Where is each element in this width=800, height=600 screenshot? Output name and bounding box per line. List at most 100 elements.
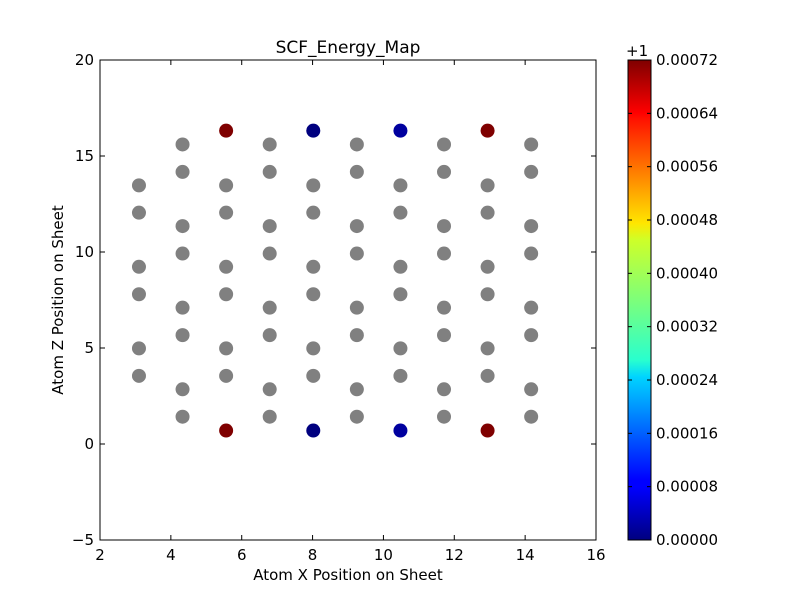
atom-point xyxy=(480,259,495,274)
atom-point xyxy=(175,300,190,315)
atom-point xyxy=(131,178,146,193)
atom-point xyxy=(524,246,539,261)
plot-frame xyxy=(99,59,597,541)
x-tick-label: 12 xyxy=(445,546,464,564)
colorbar-tick-label: 0.00000 xyxy=(656,531,718,549)
atom-point xyxy=(306,178,321,193)
atom-point xyxy=(131,341,146,356)
atom-point-colored xyxy=(393,423,408,438)
atom-point xyxy=(219,259,234,274)
atom-point xyxy=(349,137,364,152)
atom-point xyxy=(349,328,364,343)
x-tick-label: 2 xyxy=(95,546,105,564)
x-tick-label: 4 xyxy=(166,546,176,564)
atom-point xyxy=(131,287,146,302)
atom-point xyxy=(306,341,321,356)
atom-point xyxy=(393,341,408,356)
x-axis-label: Atom X Position on Sheet xyxy=(253,566,443,584)
atom-point xyxy=(524,164,539,179)
atom-point xyxy=(393,287,408,302)
atom-point-colored xyxy=(393,123,408,138)
atom-point xyxy=(219,287,234,302)
atom-point xyxy=(524,382,539,397)
atom-point xyxy=(437,409,452,424)
colorbar-tick-label: 0.00056 xyxy=(656,158,718,176)
colorbar-gradient xyxy=(627,59,652,541)
atom-point xyxy=(219,368,234,383)
y-tick-label: 15 xyxy=(75,147,94,165)
x-axis-ticks: 2 4 6 8 10 12 14 16 xyxy=(95,60,606,564)
atom-point xyxy=(175,246,190,261)
chart-title: SCF_Energy_Map xyxy=(276,38,421,58)
atom-point xyxy=(175,382,190,397)
atom-point xyxy=(349,382,364,397)
atom-point xyxy=(306,205,321,220)
atom-point xyxy=(480,341,495,356)
colorbar-ticks: 0.00000 0.00008 0.00016 0.00024 0.00032 0.000… xyxy=(628,51,718,549)
atom-point xyxy=(437,300,452,315)
atom-point-colored xyxy=(219,423,234,438)
atom-point xyxy=(349,300,364,315)
colorbar-tick-label: 0.00016 xyxy=(656,424,718,442)
atom-point xyxy=(219,205,234,220)
y-tick-label: 10 xyxy=(75,243,94,261)
atom-point xyxy=(306,259,321,274)
atom-point xyxy=(437,164,452,179)
atom-point xyxy=(437,328,452,343)
colorbar-tick-label: 0.00024 xyxy=(656,371,718,389)
atom-point-colored xyxy=(480,123,495,138)
atom-point xyxy=(349,409,364,424)
colorbar-offset-label: +1 xyxy=(626,42,648,60)
colorbar-tick-label: 0.00048 xyxy=(656,211,718,229)
atom-point xyxy=(131,205,146,220)
y-axis-label: Atom Z Position on Sheet xyxy=(49,205,67,395)
atom-point xyxy=(437,382,452,397)
atom-point xyxy=(262,382,277,397)
atom-point xyxy=(480,205,495,220)
y-tick-label: 5 xyxy=(84,339,94,357)
atom-point xyxy=(262,219,277,234)
atom-point xyxy=(349,164,364,179)
colorbar-tick-label: 0.00008 xyxy=(656,478,718,496)
atom-point xyxy=(480,178,495,193)
atom-point xyxy=(349,246,364,261)
atom-point xyxy=(262,409,277,424)
colorbar-tick-label: 0.00064 xyxy=(656,104,718,122)
atom-point xyxy=(393,259,408,274)
atom-point xyxy=(262,246,277,261)
atom-point xyxy=(393,368,408,383)
atom-point xyxy=(437,219,452,234)
atom-point xyxy=(262,164,277,179)
atom-point xyxy=(349,219,364,234)
colorbar-tick-label: 0.00072 xyxy=(656,51,718,69)
atom-point xyxy=(175,164,190,179)
scatter-points xyxy=(131,123,539,438)
atom-point xyxy=(480,287,495,302)
atom-point xyxy=(524,328,539,343)
atom-point xyxy=(437,246,452,261)
y-tick-label: 20 xyxy=(75,51,94,69)
atom-point xyxy=(131,259,146,274)
atom-point xyxy=(219,178,234,193)
x-tick-label: 6 xyxy=(237,546,247,564)
atom-point-colored xyxy=(306,423,321,438)
plot-area: 2 4 6 8 10 12 14 16 −5 0 5 10 15 20 xyxy=(72,51,606,564)
y-axis-ticks: −5 0 5 10 15 20 xyxy=(72,51,596,549)
atom-point xyxy=(306,368,321,383)
atom-point xyxy=(175,137,190,152)
atom-point xyxy=(393,178,408,193)
x-tick-label: 14 xyxy=(516,546,535,564)
y-tick-label: −5 xyxy=(72,531,94,549)
colorbar-tick-label: 0.00040 xyxy=(656,264,718,282)
atom-point xyxy=(262,137,277,152)
atom-point xyxy=(131,368,146,383)
atom-point xyxy=(480,368,495,383)
atom-point xyxy=(393,205,408,220)
atom-point xyxy=(175,219,190,234)
atom-point xyxy=(524,219,539,234)
atom-point-colored xyxy=(219,123,234,138)
atom-point xyxy=(219,341,234,356)
x-tick-label: 10 xyxy=(374,546,393,564)
atom-point xyxy=(524,137,539,152)
